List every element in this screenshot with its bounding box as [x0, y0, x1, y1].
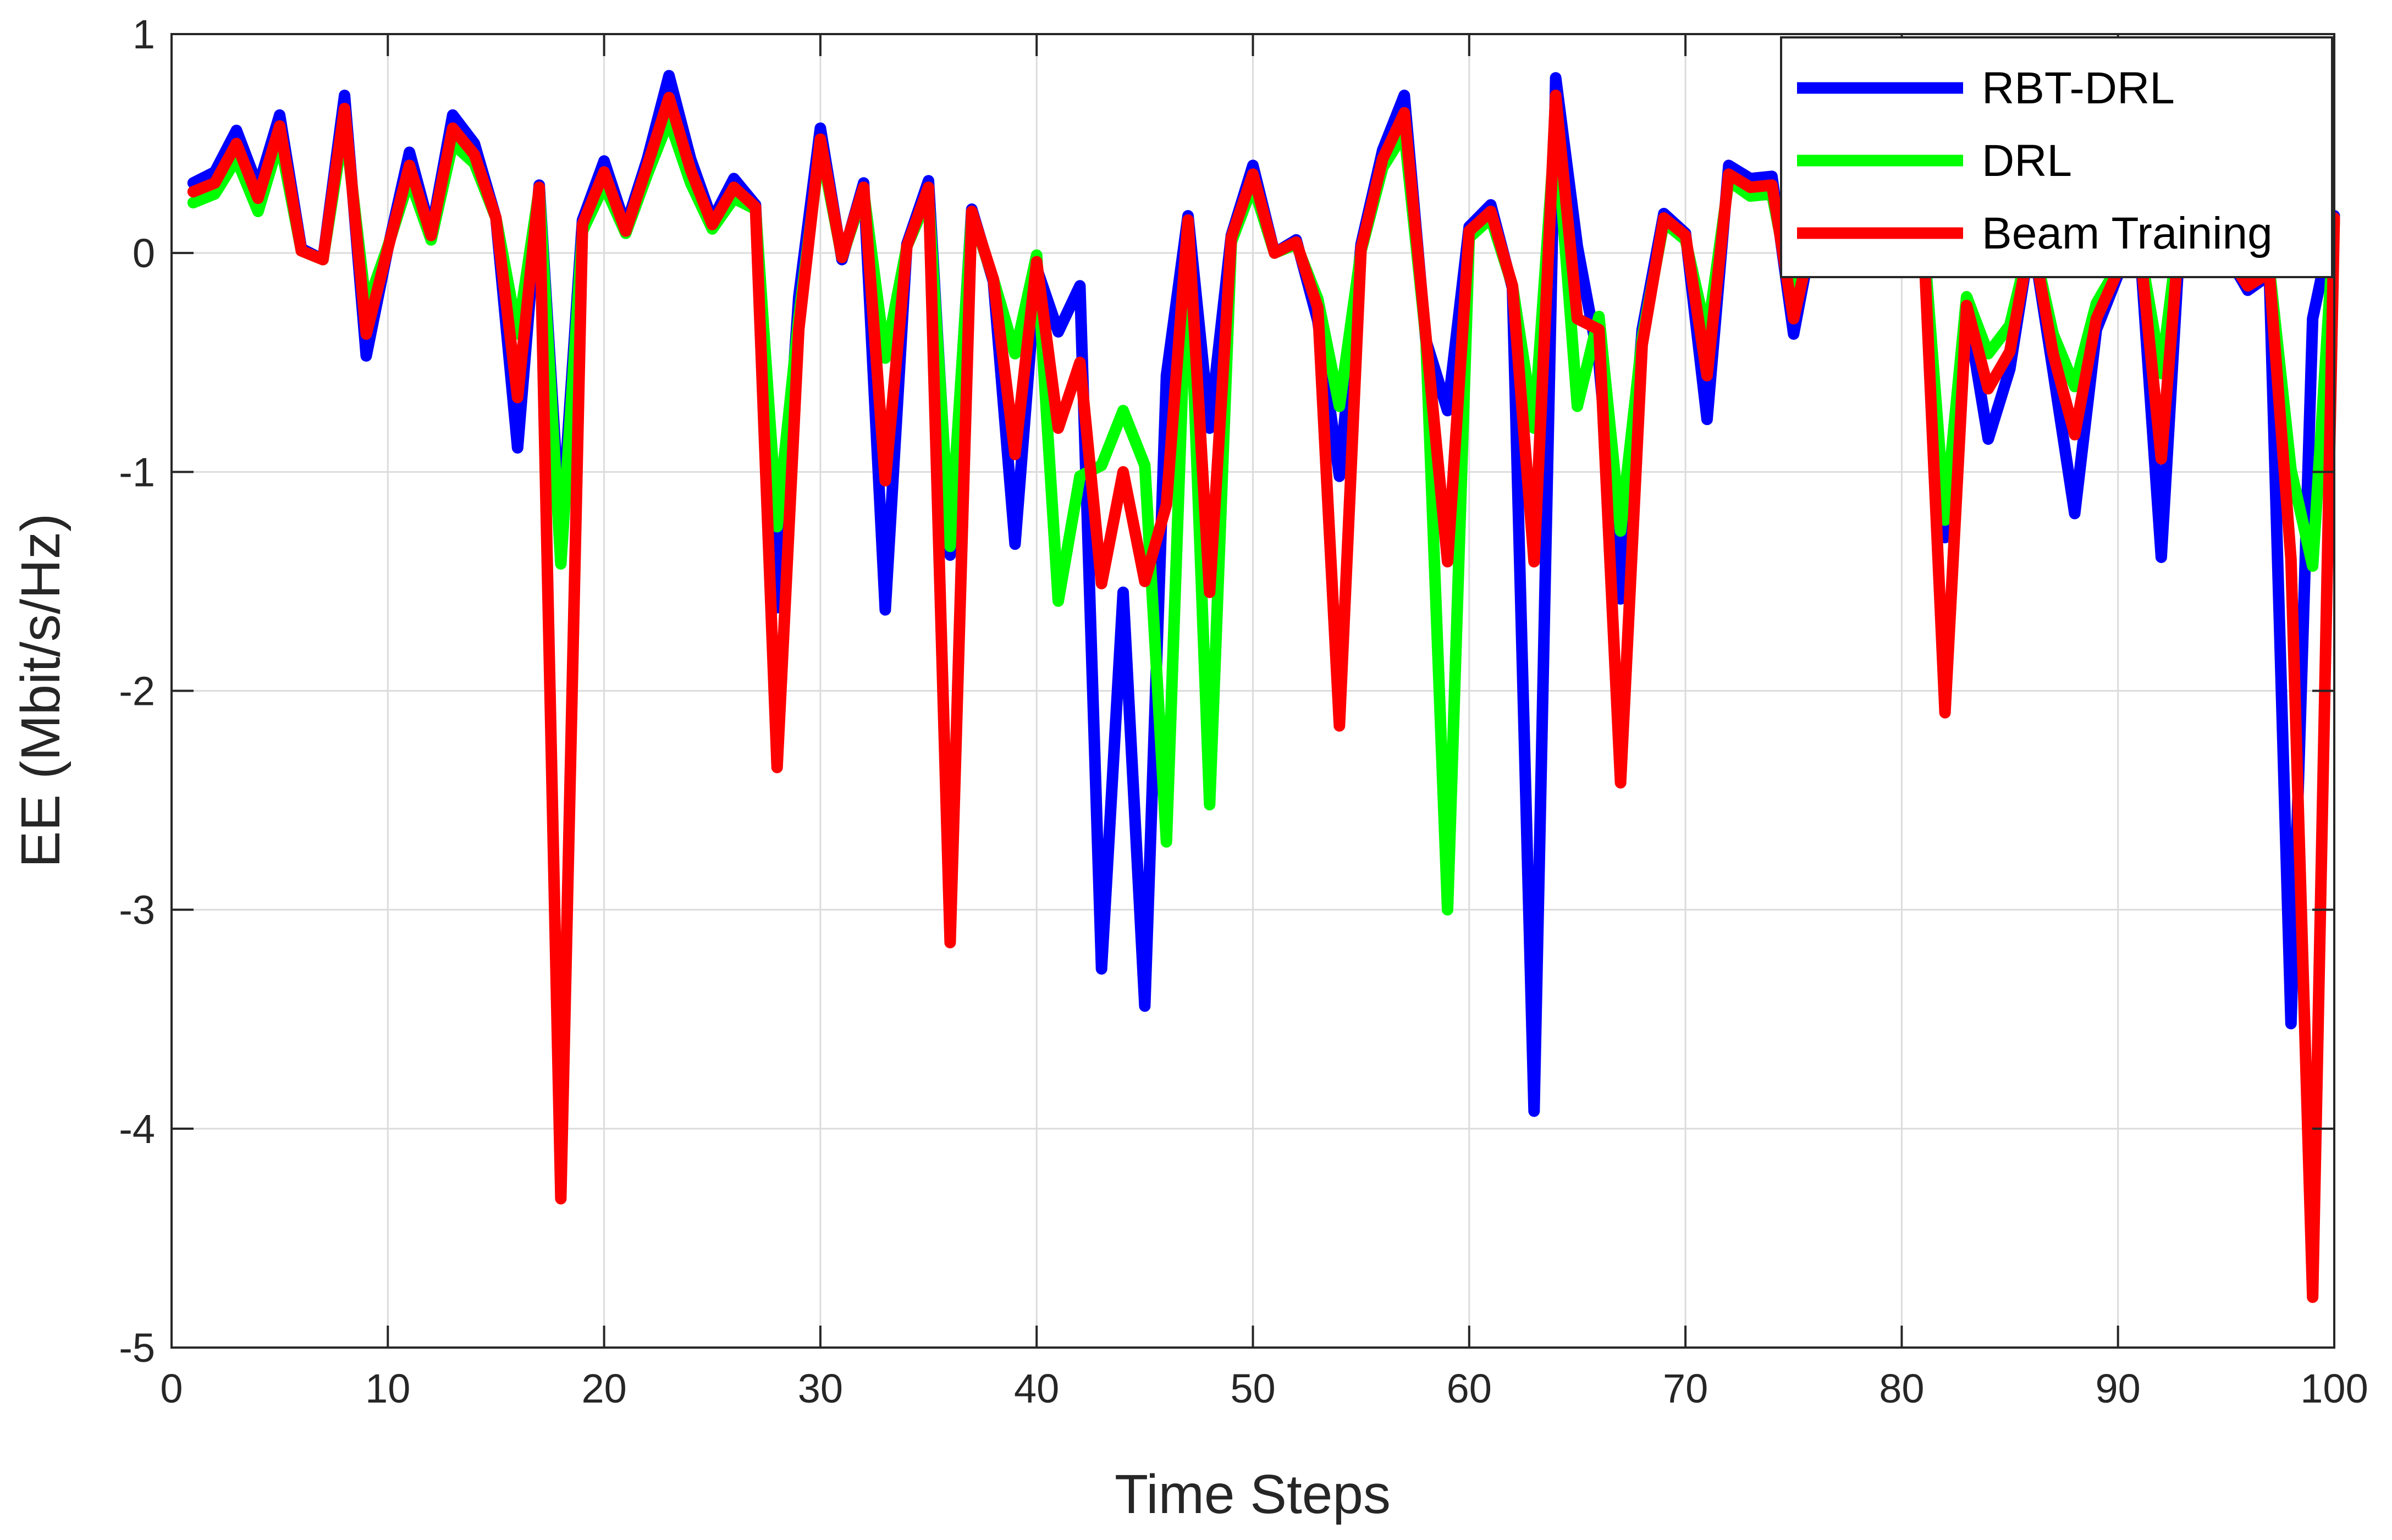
y-tick-label: -2: [119, 669, 155, 714]
legend-label: RBT-DRL: [1982, 63, 2175, 113]
x-tick-label: 100: [2300, 1366, 2368, 1411]
x-tick-label: 0: [160, 1366, 183, 1411]
x-axis-title: Time Steps: [1115, 1464, 1391, 1525]
y-tick-label: -5: [119, 1325, 155, 1371]
x-tick-label: 90: [2096, 1366, 2141, 1411]
series-line-beam-training: [187, 90, 2340, 1303]
legend: RBT-DRL DRL Beam Training: [1780, 36, 2333, 278]
x-tick-label: 20: [581, 1366, 626, 1411]
legend-items: RBT-DRL DRL Beam Training: [1797, 63, 2273, 258]
y-tick-label: 0: [133, 230, 155, 276]
x-tick-label: 40: [1014, 1366, 1059, 1411]
x-tick-label: 80: [1879, 1366, 1924, 1411]
series-layer: [187, 70, 2340, 1303]
x-tick-label: 10: [365, 1366, 410, 1411]
legend-label: Beam Training: [1982, 208, 2273, 258]
legend-label: DRL: [1982, 136, 2072, 186]
x-tick-label: 30: [798, 1366, 843, 1411]
y-tick-label: 1: [133, 12, 155, 57]
y-axis-title: EE (Mbit/s/Hz): [10, 514, 71, 868]
x-tick-label: 50: [1230, 1366, 1275, 1411]
x-tick-label: 70: [1663, 1366, 1708, 1411]
y-tick-label: -4: [119, 1106, 155, 1152]
x-tick-label: 60: [1447, 1366, 1492, 1411]
y-tick-label: -3: [119, 887, 155, 933]
y-tick-label: -1: [119, 449, 155, 495]
